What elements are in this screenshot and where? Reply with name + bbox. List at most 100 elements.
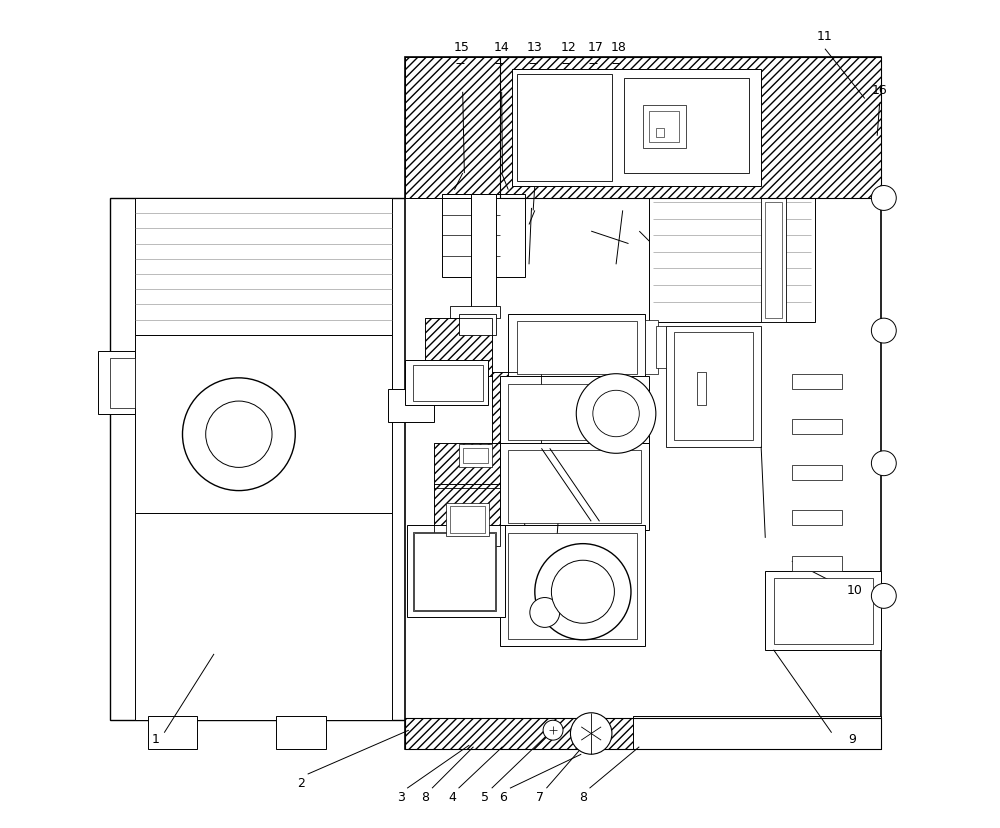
Bar (508, 315, 645, 381)
Bar (656, 129, 664, 137)
Bar (413, 366, 483, 402)
Text: 8: 8 (421, 790, 429, 803)
Bar (500, 58, 881, 199)
Circle shape (206, 402, 272, 468)
Bar (792, 420, 842, 435)
Bar (656, 327, 666, 368)
Circle shape (576, 374, 656, 454)
Text: 11: 11 (817, 30, 833, 43)
Text: 5: 5 (481, 790, 489, 803)
Bar (434, 484, 500, 546)
Text: 3: 3 (397, 790, 404, 803)
Bar (645, 320, 658, 374)
Bar (446, 503, 489, 537)
Bar (792, 465, 842, 480)
Bar (517, 75, 612, 182)
Bar (500, 58, 881, 199)
Text: 14: 14 (494, 41, 510, 54)
Bar (425, 319, 492, 377)
Text: 13: 13 (527, 41, 543, 54)
Bar (697, 373, 706, 406)
Circle shape (182, 378, 295, 491)
Bar (508, 384, 641, 440)
Text: 9: 9 (848, 732, 856, 745)
Circle shape (871, 451, 896, 476)
Text: 7: 7 (536, 790, 544, 803)
Circle shape (593, 391, 639, 437)
Circle shape (551, 561, 614, 623)
Bar (450, 507, 485, 533)
Bar (135, 335, 392, 513)
Text: 2: 2 (297, 776, 305, 789)
Circle shape (871, 584, 896, 609)
Bar (765, 571, 881, 650)
Bar (633, 716, 881, 749)
Bar (761, 199, 786, 323)
Circle shape (871, 186, 896, 211)
Bar (643, 106, 686, 149)
Bar (434, 443, 500, 489)
Bar (405, 360, 488, 406)
Bar (492, 373, 541, 455)
Bar (500, 526, 645, 646)
Text: 12: 12 (561, 41, 577, 54)
Circle shape (535, 544, 631, 640)
Bar (425, 319, 492, 377)
Bar (649, 199, 815, 323)
Text: 4: 4 (448, 790, 456, 803)
Bar (434, 484, 500, 546)
Text: 8: 8 (579, 790, 587, 803)
Bar (388, 389, 434, 422)
Text: 1: 1 (152, 732, 160, 745)
Bar (405, 58, 500, 199)
Bar (459, 445, 492, 468)
Bar (135, 199, 392, 335)
Bar (148, 716, 197, 749)
Bar (135, 513, 392, 720)
Bar (110, 359, 135, 408)
Bar (414, 533, 495, 610)
Bar (110, 199, 409, 720)
Bar (674, 333, 753, 440)
Bar (405, 58, 500, 199)
Text: 18: 18 (611, 41, 626, 54)
Bar (666, 327, 761, 447)
Bar (276, 716, 326, 749)
Circle shape (530, 598, 560, 628)
Bar (517, 321, 637, 374)
Bar (508, 450, 641, 523)
Circle shape (543, 720, 563, 740)
Text: 17: 17 (587, 41, 603, 54)
Bar (512, 70, 761, 186)
Bar (434, 443, 500, 489)
Bar (792, 556, 842, 571)
Circle shape (871, 319, 896, 344)
Bar (414, 533, 495, 610)
Bar (471, 195, 496, 310)
Bar (407, 526, 505, 617)
Bar (459, 315, 496, 335)
Text: 15: 15 (454, 41, 470, 54)
Bar (98, 352, 135, 414)
Circle shape (570, 713, 612, 754)
Text: 16: 16 (872, 84, 888, 97)
Bar (774, 578, 873, 644)
Bar (405, 58, 881, 749)
Bar (500, 443, 649, 530)
Bar (405, 718, 881, 749)
Bar (463, 449, 488, 464)
Bar (450, 306, 500, 319)
Bar (792, 511, 842, 526)
Bar (508, 533, 637, 639)
Text: 10: 10 (847, 583, 862, 596)
Bar (792, 374, 842, 389)
Bar (413, 532, 496, 611)
Bar (492, 373, 541, 455)
Bar (624, 79, 749, 174)
Bar (405, 718, 881, 749)
Bar (765, 203, 782, 319)
Bar (649, 112, 679, 143)
Text: 6: 6 (499, 790, 507, 803)
Bar (442, 195, 525, 277)
Bar (500, 377, 649, 447)
